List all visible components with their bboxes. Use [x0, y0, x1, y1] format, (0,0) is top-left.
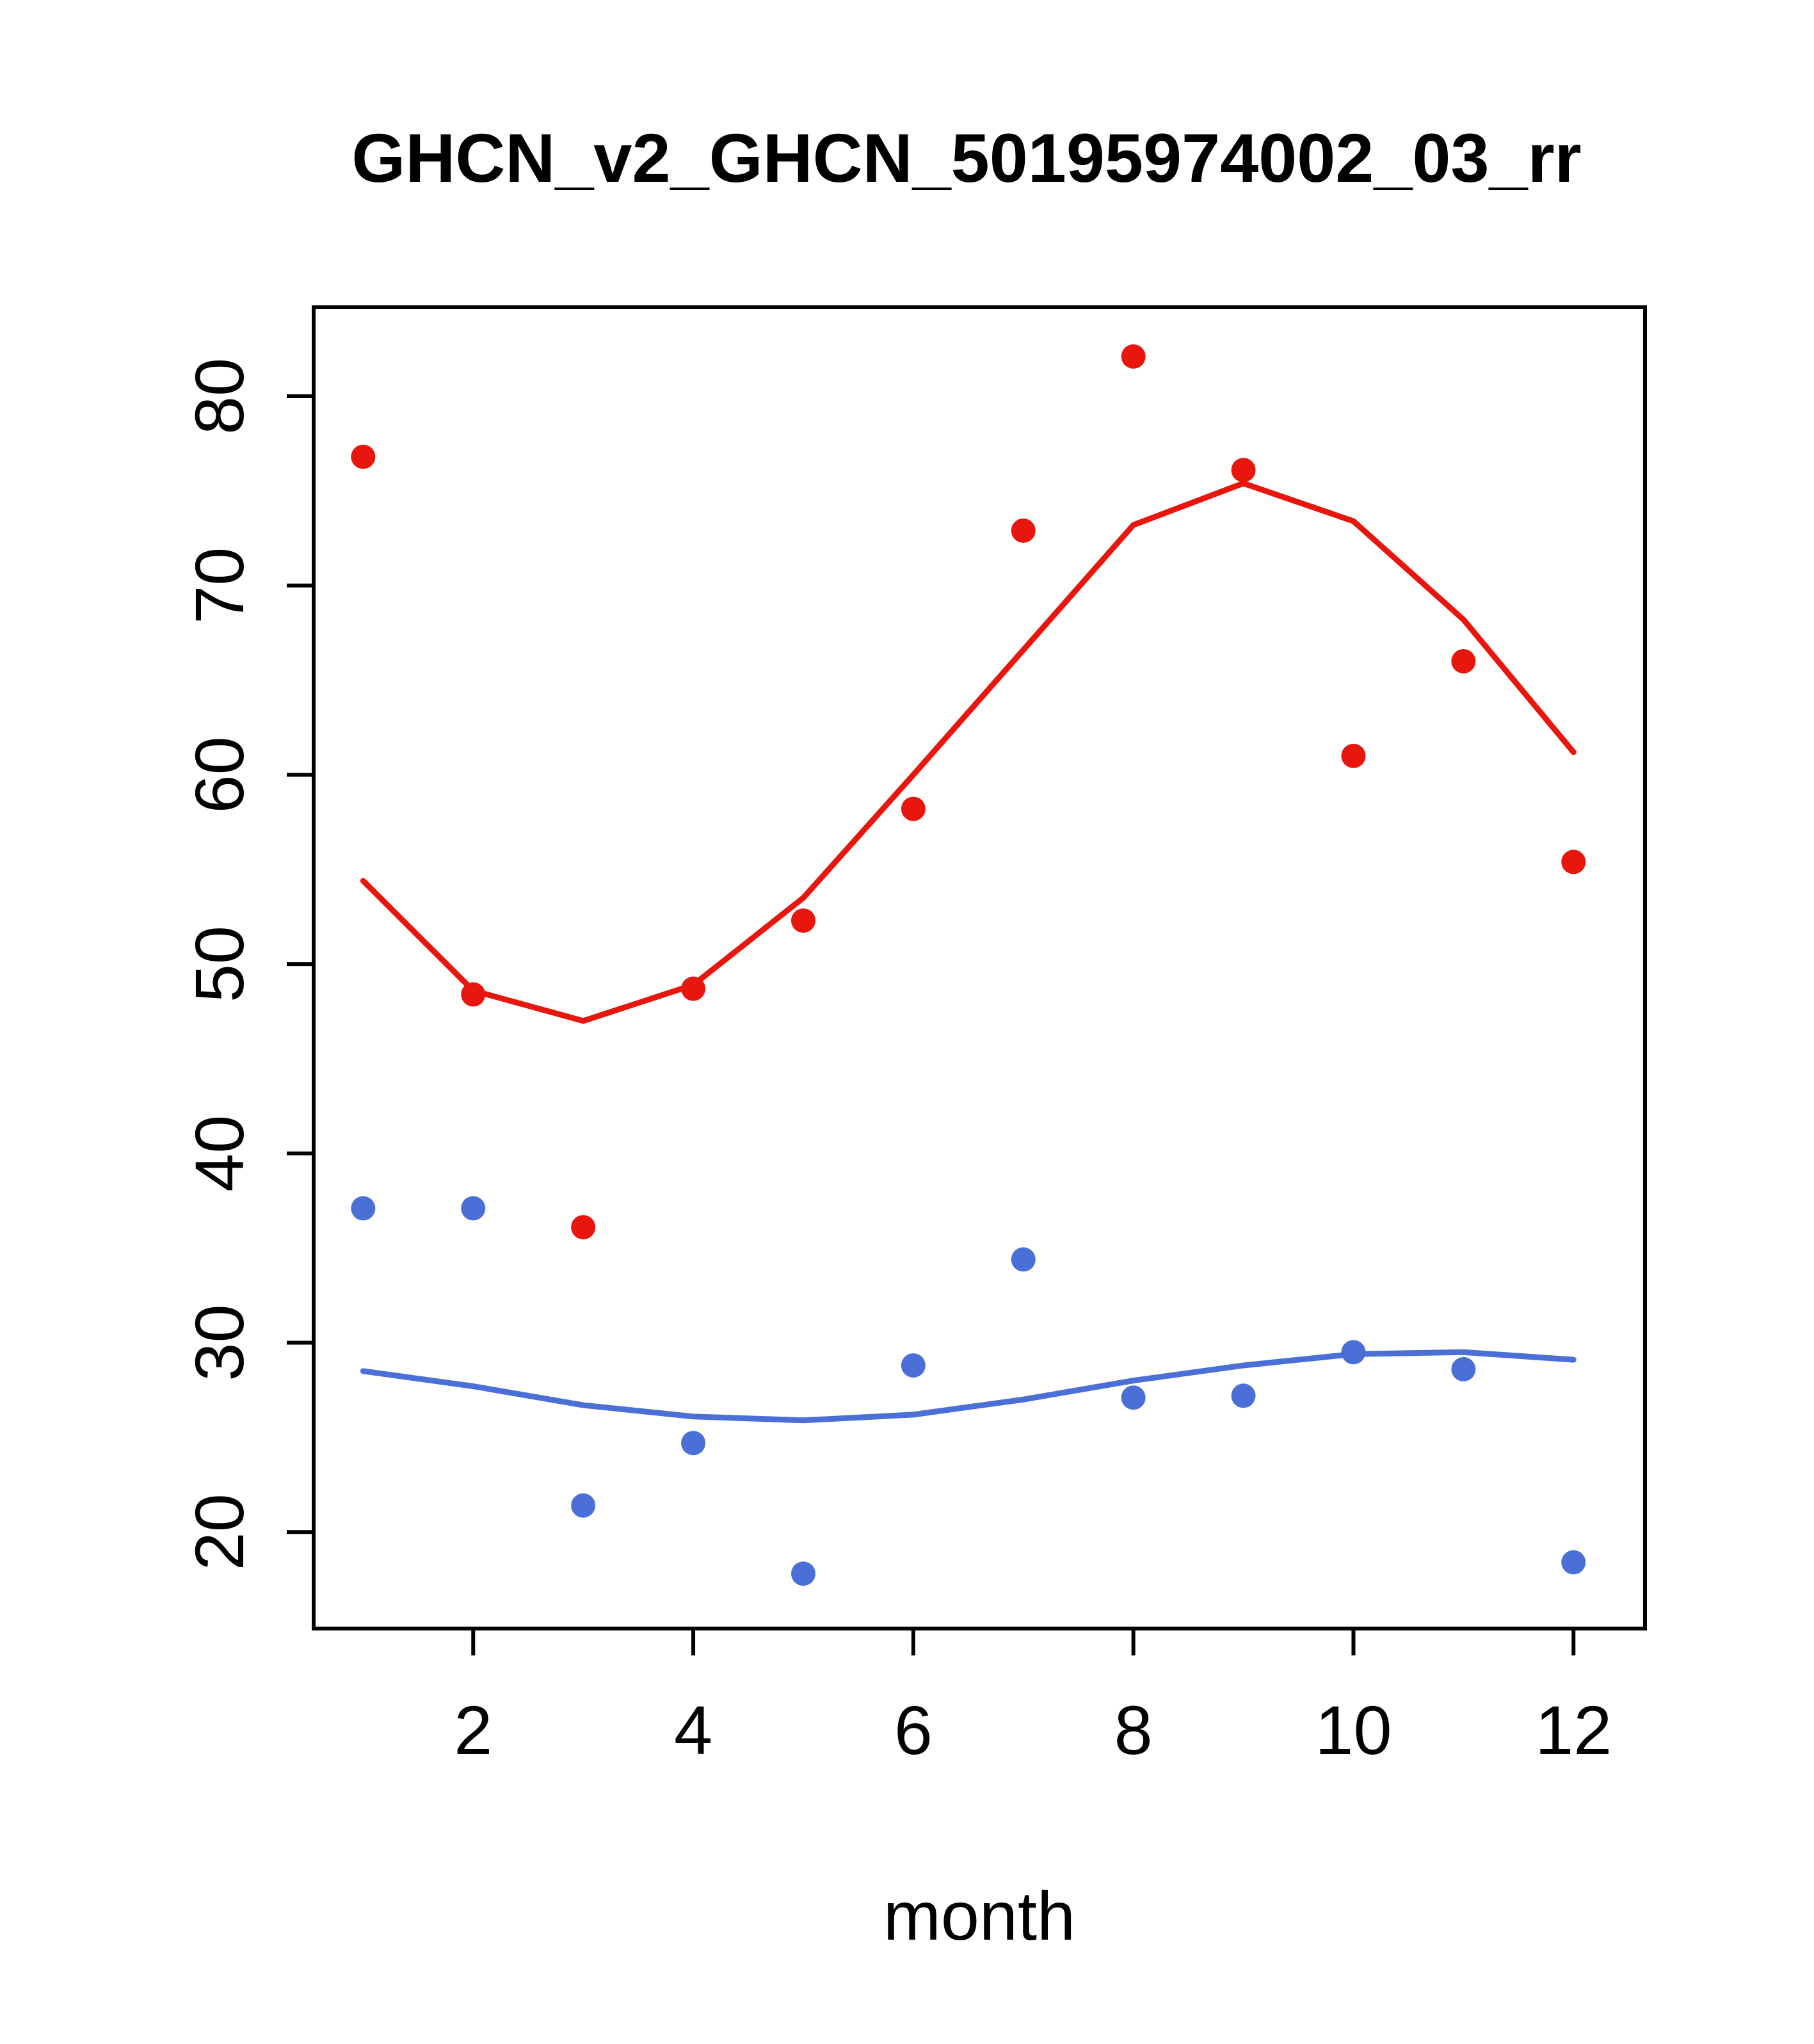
red-scatter-point [901, 796, 926, 821]
blue-scatter-point [351, 1196, 376, 1221]
red-scatter-point [1121, 344, 1146, 369]
blue-scatter-point [1231, 1383, 1256, 1408]
y-axis: 20 30 40 50 60 70 80 [181, 358, 314, 1570]
blue-scatter-point [461, 1196, 486, 1221]
x-tick-label: 8 [1114, 1691, 1153, 1769]
y-tick-label: 60 [181, 736, 258, 813]
y-tick-label: 20 [181, 1493, 258, 1570]
x-axis: 2 4 6 8 10 12 [454, 1629, 1612, 1769]
blue-scatter-point [681, 1431, 706, 1456]
blue-scatter-point [1561, 1550, 1586, 1575]
red-scatter-point [1451, 648, 1476, 673]
blue-scatter-point [791, 1561, 815, 1586]
chart-title: GHCN_v2_GHCN_50195974002_03_rr [351, 119, 1581, 197]
x-tick-label: 4 [674, 1691, 712, 1769]
x-axis-label: month [883, 1877, 1075, 1954]
y-tick-label: 70 [181, 547, 258, 624]
x-tick-label: 2 [454, 1691, 492, 1769]
red-scatter-point [1231, 458, 1256, 483]
blue-scatter-point [1011, 1247, 1036, 1272]
blue-smooth-line [360, 1349, 1577, 1424]
y-tick-label: 30 [181, 1304, 258, 1381]
red-scatter-point [791, 908, 815, 933]
blue-scatter-point [1451, 1356, 1476, 1381]
red-smooth-line [360, 480, 1577, 1024]
blue-scatter-point [571, 1493, 596, 1518]
x-tick-label: 10 [1315, 1691, 1392, 1769]
data-series [351, 344, 1586, 1586]
y-tick-label: 50 [181, 926, 258, 1002]
plot-box [312, 305, 1647, 1630]
red-scatter-point [1561, 849, 1586, 874]
red-scatter-point [571, 1215, 596, 1240]
y-tick-label: 40 [181, 1115, 258, 1192]
x-tick-label: 6 [894, 1691, 933, 1769]
red-scatter-point [351, 444, 376, 469]
x-tick-label: 12 [1535, 1691, 1612, 1769]
y-tick-label: 80 [181, 358, 258, 435]
blue-scatter-point [1121, 1385, 1146, 1410]
red-scatter-point [1341, 743, 1366, 768]
blue-scatter-point [901, 1353, 926, 1378]
red-scatter-point [1011, 518, 1036, 543]
